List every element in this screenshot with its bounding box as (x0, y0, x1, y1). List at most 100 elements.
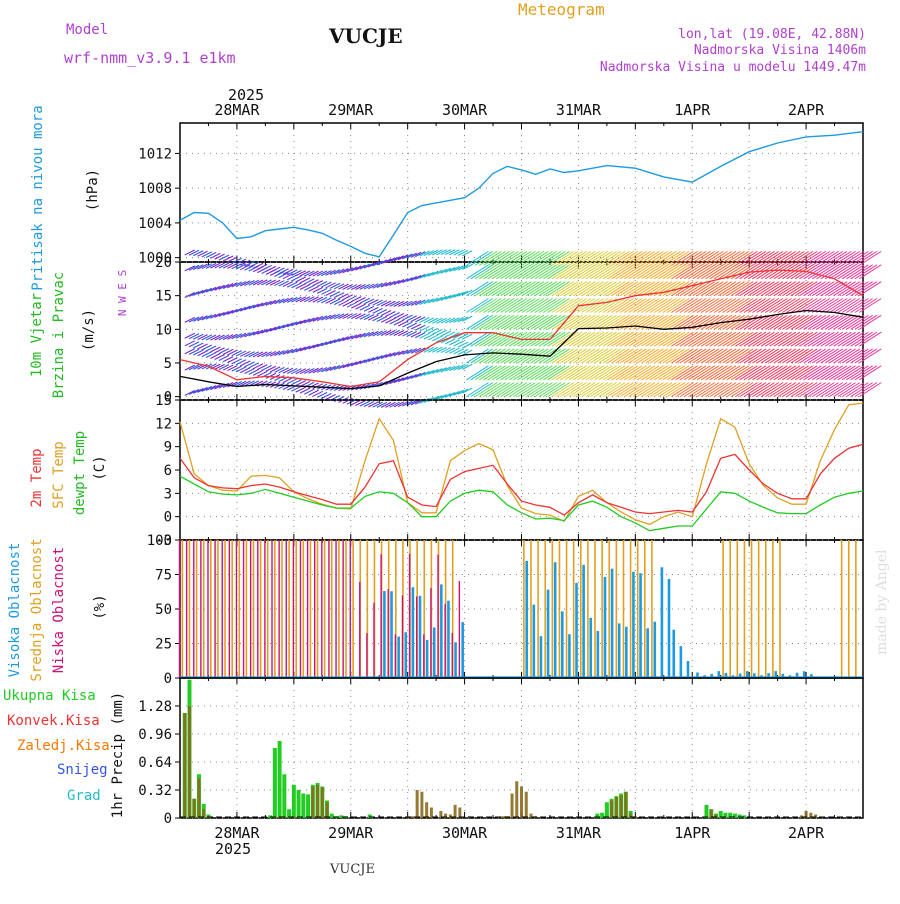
wind-barb (572, 348, 596, 364)
precip-conv-bar (524, 791, 528, 818)
wind-barb (393, 255, 405, 262)
precip-legend-item: Zaledj.Kisa (17, 738, 110, 754)
wind-barb (816, 314, 839, 330)
wind-barb (432, 346, 443, 353)
wind-barb (474, 348, 498, 364)
wind-barb (363, 357, 375, 364)
wind-barb (765, 348, 788, 364)
wind-barb (265, 299, 277, 306)
wind-barb (517, 250, 540, 266)
precip-total-bar (329, 813, 334, 818)
wind-barb (854, 298, 878, 313)
wind-barb (286, 296, 298, 303)
wind-barb (257, 301, 268, 308)
wind-barb (722, 331, 745, 347)
wind-barb (496, 281, 519, 297)
wind-barb (393, 312, 405, 319)
wind-barb (517, 365, 540, 381)
wind-barb (675, 281, 698, 297)
wind-barb (423, 346, 435, 353)
wind-barb (688, 382, 711, 398)
wind-barb (282, 268, 294, 275)
wind-barb (602, 250, 626, 266)
wind-barb (560, 250, 583, 266)
wind-barb (385, 280, 396, 287)
wind-barb (389, 351, 400, 358)
wind-barb (790, 250, 814, 266)
wind-barb (346, 334, 358, 341)
wind-barb (594, 314, 617, 330)
footer-station: VUCJE (329, 862, 375, 877)
wind-barb (214, 363, 225, 370)
wind-barb (743, 250, 767, 266)
wind-barb (248, 303, 260, 310)
wind-barb (269, 279, 281, 286)
wind-barb (624, 382, 647, 398)
wind-barb (419, 298, 430, 305)
wind-barb (231, 333, 242, 340)
wind-barb (376, 300, 388, 307)
wind-barb (257, 364, 268, 371)
wind-barb (201, 263, 213, 270)
wind-barb (504, 314, 528, 330)
wind-barb (427, 297, 439, 304)
precip-panel: 0 0.32 0.64 0.96 1.28 (138, 677, 864, 827)
wind-barb (436, 295, 447, 302)
wind-barb (551, 382, 575, 398)
model-label: Model (66, 22, 108, 38)
wind-barb (683, 348, 707, 364)
wind-barb (820, 365, 844, 381)
wind-barb (423, 271, 435, 278)
cloud-ylabel-mid: Srednja Oblacnost (29, 538, 45, 681)
wind-barb (449, 339, 460, 346)
wind-barb (444, 365, 456, 372)
wind-barb (449, 266, 460, 273)
precip-conv-bar (610, 800, 614, 818)
wind-barb (547, 250, 570, 266)
wind-barb (419, 370, 430, 377)
wind-barb (692, 264, 715, 280)
wind-barb (769, 250, 792, 266)
wind-barb (645, 250, 669, 266)
wind-barb (453, 291, 464, 298)
precip-legend-item: Snijeg (57, 762, 108, 778)
wind-barb (440, 294, 452, 301)
wind-barb (432, 335, 443, 342)
wind-barb (730, 348, 754, 364)
wind-barb (632, 331, 656, 347)
wind-barb (735, 348, 758, 364)
wind-barb (619, 264, 643, 280)
wind-barb (594, 331, 617, 347)
wind-barb (846, 314, 869, 330)
wind-barb (385, 317, 396, 324)
wind-barb (295, 270, 306, 277)
wind-barb (261, 364, 272, 371)
wind-barb (487, 382, 511, 398)
wind-barb (726, 365, 750, 381)
wind-ytick-label: 20 (155, 255, 172, 271)
wind-barb (210, 384, 221, 391)
wind-barb (214, 262, 225, 269)
credit-watermark: made by Angel (874, 549, 890, 655)
wind-barb (730, 314, 754, 330)
wind-barb (632, 264, 656, 280)
wind-barb (380, 401, 392, 408)
cloud-ytick-label: 100 (147, 533, 172, 549)
wind-barb (585, 264, 609, 280)
wind-barb (530, 298, 553, 313)
wind-barb (572, 314, 596, 330)
wind-barb (350, 265, 362, 272)
wind-barb (837, 365, 861, 381)
wind-barb (662, 348, 686, 364)
wind-barb (359, 313, 371, 320)
temperature-ytick-label: 0 (164, 510, 172, 526)
wind-barb (658, 382, 681, 398)
wind-barb (611, 348, 634, 364)
wind-barb (312, 296, 324, 303)
wind-barb (564, 250, 587, 266)
wind-barb (389, 300, 400, 307)
wind-barb (184, 292, 195, 298)
wind-barb (346, 313, 358, 320)
wind-barb (278, 297, 289, 304)
wind-barb (829, 264, 852, 280)
